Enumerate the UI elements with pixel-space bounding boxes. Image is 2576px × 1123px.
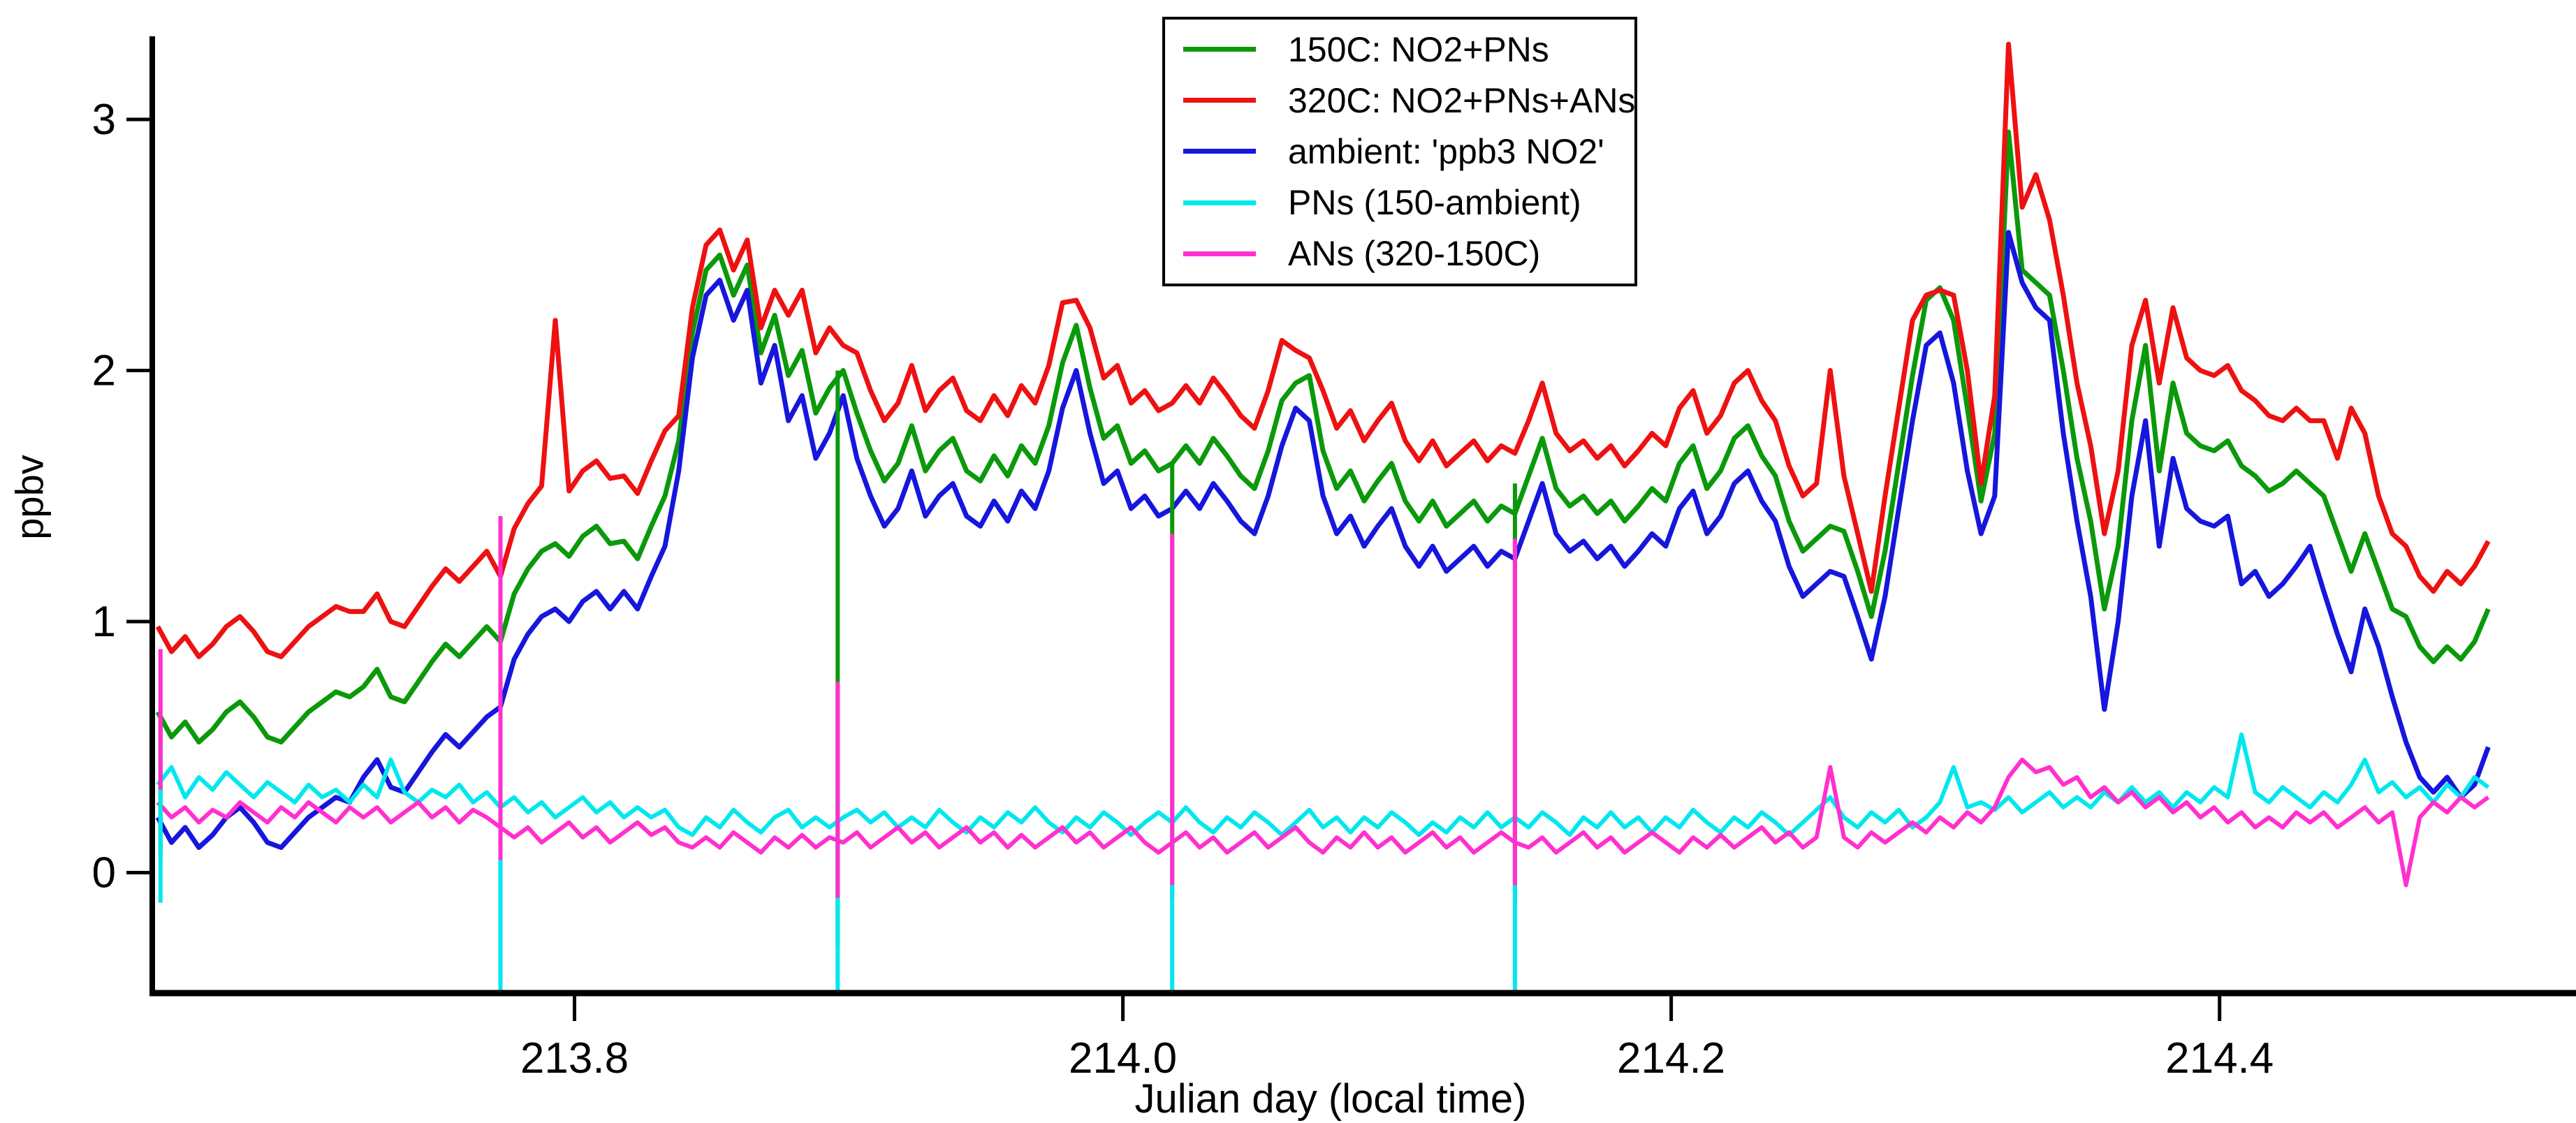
y-tick-label: 1: [92, 598, 116, 646]
series-line-ambient: [155, 230, 2491, 850]
legend-entry-label: 150C: NO2+PNs: [1288, 29, 1549, 69]
series-line-c320: [155, 41, 2491, 659]
legend-entry-1: 320C: NO2+PNs+ANs: [1165, 79, 1636, 122]
legend-line-swatch: [1183, 98, 1256, 103]
x-tick-label: 214.2: [1617, 1034, 1725, 1082]
legend-line-swatch: [1183, 47, 1256, 52]
series-line-ans: [156, 757, 2490, 888]
legend-entry-0: 150C: NO2+PNs: [1165, 28, 1634, 71]
legend-entry-label: ANs (320-150C): [1288, 234, 1541, 274]
y-axis-label: ppbv: [7, 455, 52, 540]
y-tick-label: 3: [92, 96, 116, 144]
series-group: [155, 41, 2491, 993]
legend-line-swatch: [1183, 149, 1256, 154]
x-tick-label: 213.8: [520, 1034, 629, 1082]
legend-entry-label: 320C: NO2+PNs+ANs: [1288, 80, 1636, 120]
series-line-c150: [155, 129, 2491, 744]
x-tick-label: 214.4: [2165, 1034, 2274, 1082]
legend-entry-3: PNs (150-ambient): [1165, 181, 1634, 224]
legend-line-swatch: [1183, 251, 1256, 256]
x-tick-label: 214.0: [1069, 1034, 1177, 1082]
y-tick-label: 2: [92, 347, 116, 395]
legend-entry-label: PNs (150-ambient): [1288, 183, 1581, 223]
legend-line-swatch: [1183, 200, 1256, 205]
legend-entry-label: ambient: 'ppb3 NO2': [1288, 131, 1604, 171]
legend-entry-4: ANs (320-150C): [1165, 232, 1634, 275]
legend: 150C: NO2+PNs 320C: NO2+PNs+ANs ambient: '…: [1162, 17, 1637, 286]
y-tick-label: 0: [92, 849, 116, 897]
legend-entry-2: ambient: 'ppb3 NO2': [1165, 130, 1634, 173]
series-line-pns: [156, 732, 2490, 837]
x-axis-label: Julian day (local time): [1134, 1076, 1527, 1122]
